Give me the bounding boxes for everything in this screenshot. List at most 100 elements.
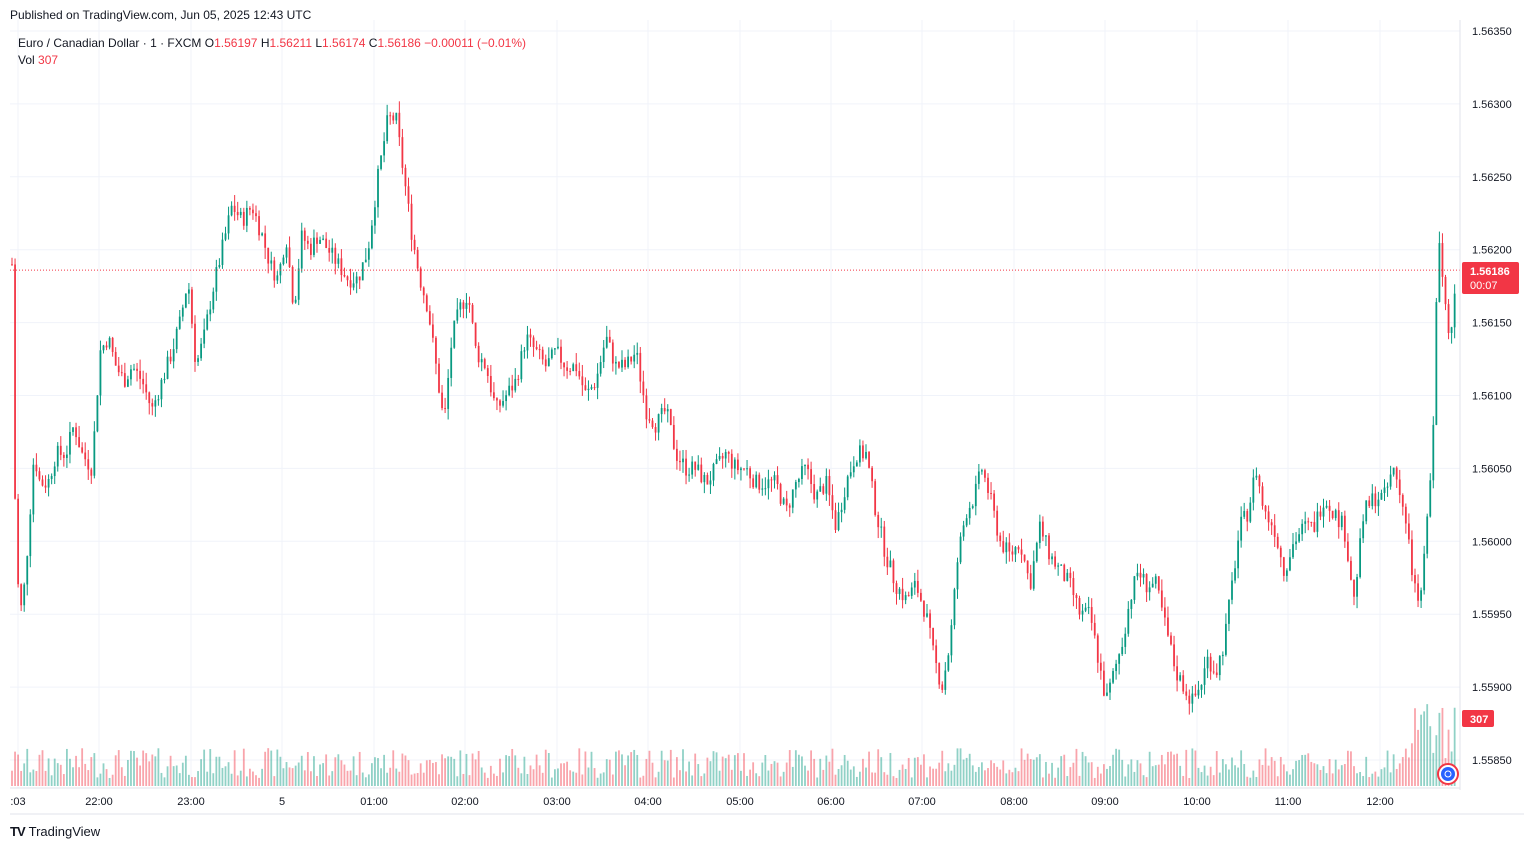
candle-body bbox=[1380, 493, 1383, 500]
candle-body bbox=[425, 295, 428, 312]
volume-label[interactable]: Vol bbox=[18, 53, 35, 67]
volume-bar bbox=[599, 773, 602, 786]
volume-bar bbox=[801, 756, 803, 786]
y-tick-label: 1.56350 bbox=[1472, 26, 1512, 38]
volume-bar bbox=[1319, 769, 1322, 786]
volume-bar bbox=[1411, 743, 1413, 786]
volume-bar bbox=[331, 771, 334, 786]
candle-body bbox=[767, 479, 770, 489]
volume-bar bbox=[895, 777, 898, 786]
volume-bar bbox=[1298, 760, 1300, 786]
candle-body bbox=[834, 510, 837, 530]
candle-body bbox=[194, 323, 196, 362]
volume-bar bbox=[1234, 765, 1236, 786]
volume-bar bbox=[255, 775, 257, 786]
volume-bar bbox=[910, 777, 913, 786]
candle-body bbox=[1167, 617, 1169, 636]
volume-bar bbox=[727, 754, 730, 786]
volume-bar bbox=[1334, 759, 1337, 786]
volume-bar bbox=[261, 768, 263, 786]
volume-bar bbox=[239, 770, 242, 786]
volume-bar bbox=[1164, 764, 1166, 786]
candle-body bbox=[1331, 510, 1334, 519]
volume-bar bbox=[660, 750, 663, 786]
volume-bar bbox=[1081, 751, 1084, 786]
volume-bar bbox=[1243, 764, 1246, 786]
volume-bar bbox=[1026, 753, 1029, 786]
candle-body bbox=[965, 518, 968, 526]
candle-body bbox=[599, 362, 602, 374]
x-tick-label: 23:00 bbox=[177, 796, 205, 808]
volume-bar bbox=[462, 773, 465, 786]
time-axis[interactable]: :03 22:00 23:00 5 01:00 02:00 03:00 04:00 05:00 0… bbox=[10, 796, 1393, 808]
volume-bar bbox=[450, 756, 453, 786]
candle-body bbox=[1176, 666, 1178, 681]
volume-bar bbox=[334, 757, 337, 786]
candle-body bbox=[1273, 525, 1276, 537]
volume-bar bbox=[444, 758, 446, 786]
volume-bar bbox=[1106, 768, 1108, 786]
candle-body bbox=[987, 477, 989, 494]
candle-body bbox=[633, 354, 636, 362]
volume-bar bbox=[1310, 761, 1313, 786]
candle-body bbox=[1042, 521, 1044, 537]
candle-body bbox=[666, 409, 669, 412]
globe-icon[interactable] bbox=[1437, 763, 1459, 785]
candle-body bbox=[108, 337, 111, 348]
candle-body bbox=[163, 378, 166, 380]
candle-body bbox=[859, 445, 861, 463]
candle-body bbox=[114, 351, 117, 366]
candle-body bbox=[123, 373, 126, 387]
candle-body bbox=[557, 346, 559, 349]
candle-body bbox=[831, 495, 834, 511]
volume-bar bbox=[752, 762, 755, 786]
candle-body bbox=[206, 314, 209, 330]
volume-bar bbox=[20, 770, 23, 786]
candle-body bbox=[916, 580, 919, 593]
volume-bar bbox=[169, 755, 172, 786]
candle-body bbox=[669, 409, 672, 425]
candle-body bbox=[535, 347, 538, 350]
volume-bar bbox=[1054, 777, 1056, 786]
price-axis[interactable]: 1.56350 1.56300 1.56250 1.56200 1.56150 1.561… bbox=[1472, 26, 1512, 767]
volume-bar bbox=[657, 771, 660, 786]
volume-bar bbox=[413, 773, 416, 786]
candle-body bbox=[230, 205, 233, 216]
candle-body bbox=[285, 247, 288, 258]
candle-body bbox=[69, 431, 71, 455]
volume-bar bbox=[846, 760, 849, 786]
volume-bar bbox=[1215, 751, 1218, 786]
open-value: 1.56197 bbox=[214, 36, 258, 50]
candle-body bbox=[1011, 551, 1014, 555]
volume-bar bbox=[1109, 766, 1111, 786]
candle-body bbox=[587, 388, 590, 391]
volume-bar bbox=[17, 754, 19, 786]
candle-body bbox=[343, 275, 346, 277]
tradingview-logo[interactable]: TV TradingView bbox=[10, 824, 100, 839]
volume-bar bbox=[441, 754, 443, 786]
low-label: L bbox=[315, 36, 323, 50]
candle-body bbox=[1194, 693, 1197, 696]
volume-bar bbox=[230, 773, 233, 786]
candle-body bbox=[1118, 654, 1121, 664]
volume-bar bbox=[965, 757, 968, 786]
candle-body bbox=[1347, 541, 1349, 561]
candle-body bbox=[1255, 475, 1258, 478]
candle-body bbox=[66, 454, 68, 458]
x-tick-label: 05:00 bbox=[726, 796, 754, 808]
candle-body bbox=[175, 328, 178, 350]
volume-bar bbox=[825, 755, 828, 786]
volume-bar bbox=[1258, 759, 1261, 786]
x-tick-label: 07:00 bbox=[908, 796, 936, 808]
candle-body bbox=[331, 247, 334, 253]
candle-body bbox=[569, 370, 572, 372]
candle-body bbox=[310, 243, 312, 255]
volume-bar bbox=[874, 772, 877, 786]
volume-bar bbox=[377, 758, 379, 786]
volume-bar bbox=[102, 763, 105, 786]
candle-body bbox=[471, 304, 474, 323]
volume-bar bbox=[721, 756, 724, 786]
symbol-title[interactable]: Euro / Canadian Dollar · 1 · FXCM bbox=[18, 36, 202, 50]
volume-bar bbox=[395, 768, 398, 786]
